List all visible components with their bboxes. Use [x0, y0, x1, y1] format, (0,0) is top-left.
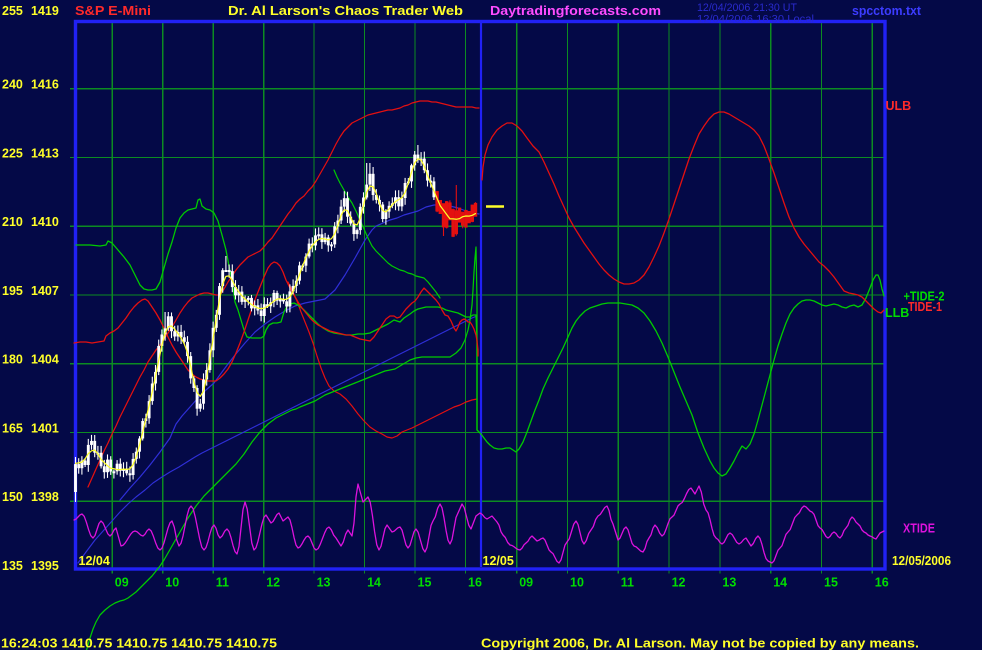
svg-text:16: 16 [468, 576, 482, 590]
svg-text:240: 240 [2, 78, 23, 92]
svg-text:180: 180 [2, 353, 23, 367]
svg-text:1398: 1398 [31, 490, 59, 504]
svg-text:15: 15 [824, 576, 838, 590]
svg-text:15: 15 [418, 576, 432, 590]
svg-text:12/05/2006: 12/05/2006 [892, 554, 951, 568]
svg-text:10: 10 [165, 576, 179, 590]
svg-text:150: 150 [2, 490, 23, 504]
svg-text:11: 11 [621, 576, 634, 590]
svg-text:1401: 1401 [31, 421, 59, 435]
svg-text:14: 14 [367, 576, 381, 590]
svg-text:13: 13 [317, 576, 331, 590]
svg-text:1404: 1404 [31, 353, 59, 367]
svg-text:TIDE-1: TIDE-1 [908, 300, 942, 314]
svg-text:195: 195 [2, 284, 23, 298]
svg-text:12/04/2006 16:30 Local: 12/04/2006 16:30 Local [697, 14, 814, 26]
svg-text:1395: 1395 [31, 559, 59, 573]
svg-text:1419: 1419 [31, 4, 59, 18]
svg-text:spcctom.txt: spcctom.txt [852, 3, 922, 18]
svg-text:165: 165 [2, 421, 23, 435]
svg-text:12/04/2006 21:30 UT: 12/04/2006 21:30 UT [697, 2, 797, 14]
svg-text:11: 11 [216, 576, 229, 590]
svg-text:12/04: 12/04 [79, 554, 110, 568]
svg-text:LLB: LLB [885, 306, 909, 320]
svg-text:14: 14 [773, 576, 787, 590]
svg-text:ULB: ULB [886, 99, 912, 113]
svg-text:135: 135 [2, 559, 23, 573]
svg-text:1407: 1407 [31, 284, 59, 298]
svg-text:Copyright 2006, Dr. Al Larson.: Copyright 2006, Dr. Al Larson. May not b… [481, 637, 919, 650]
svg-text:09: 09 [115, 576, 129, 590]
svg-text:255: 255 [2, 4, 23, 18]
svg-text:09: 09 [519, 576, 533, 590]
svg-text:10: 10 [570, 576, 584, 590]
svg-text:Daytradingforecasts.com: Daytradingforecasts.com [490, 3, 661, 18]
svg-text:1413: 1413 [31, 146, 59, 160]
svg-text:16: 16 [875, 576, 889, 590]
svg-text:16:24:03 1410.75 1410.75 1410: 16:24:03 1410.75 1410.75 1410.75 1410.75 [1, 637, 277, 650]
svg-text:12/05: 12/05 [483, 554, 514, 568]
svg-text:XTIDE: XTIDE [903, 522, 935, 536]
svg-text:S&P E-Mini: S&P E-Mini [75, 3, 151, 18]
svg-text:12: 12 [672, 576, 686, 590]
svg-text:12: 12 [266, 576, 280, 590]
svg-text:Dr. Al Larson's Chaos Trader W: Dr. Al Larson's Chaos Trader Web [228, 3, 463, 18]
svg-text:+TIDE-2: +TIDE-2 [904, 290, 945, 304]
svg-text:1410: 1410 [31, 215, 59, 229]
svg-text:210: 210 [2, 215, 23, 229]
svg-text:13: 13 [722, 576, 736, 590]
svg-text:225: 225 [2, 146, 23, 160]
svg-text:1416: 1416 [31, 78, 59, 92]
